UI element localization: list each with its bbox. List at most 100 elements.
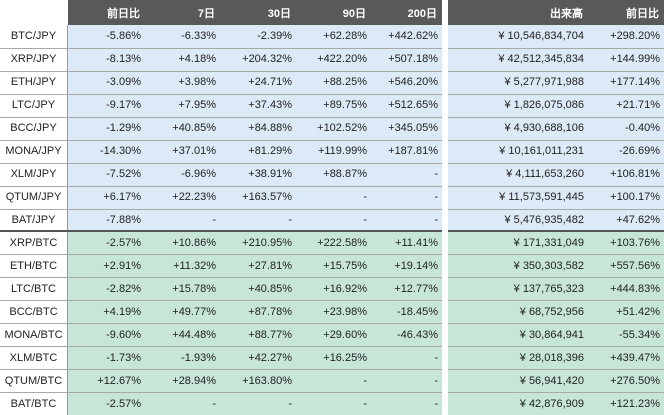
- value-cell: +88.77%: [220, 323, 296, 347]
- value-cell: +15.75%: [296, 254, 371, 278]
- row-border: [0, 139, 664, 141]
- value-cell: +546.20%: [371, 70, 442, 94]
- value-cell: +12.67%: [68, 369, 145, 393]
- value-cell: -14.30%: [68, 139, 145, 163]
- row-border: [0, 323, 664, 325]
- value-cell: +144.99%: [588, 47, 664, 71]
- value-cell: +100.17%: [588, 185, 664, 209]
- column-header: 7日: [145, 0, 220, 25]
- value-cell: -: [296, 208, 371, 232]
- value-cell: ¥ 1,826,075,086: [448, 93, 588, 117]
- value-cell: -: [371, 392, 442, 415]
- value-cell: +15.78%: [145, 277, 220, 301]
- value-cell: -: [220, 208, 296, 232]
- value-cell: +16.92%: [296, 277, 371, 301]
- column-header: 90日: [296, 0, 371, 25]
- value-cell: ¥ 5,277,971,988: [448, 70, 588, 94]
- group-separator: [0, 230, 664, 233]
- column-header: 200日: [371, 0, 442, 25]
- row-border: [0, 254, 664, 256]
- pair-name: XLM/BTC: [0, 346, 68, 370]
- column-header: 前日比: [588, 0, 664, 25]
- value-cell: +276.50%: [588, 369, 664, 393]
- row-border: [0, 162, 664, 164]
- pair-name: QTUM/BTC: [0, 369, 68, 393]
- value-cell: +163.80%: [220, 369, 296, 393]
- value-cell: +37.01%: [145, 139, 220, 163]
- row-border: [0, 346, 664, 348]
- value-cell: +4.18%: [145, 47, 220, 71]
- value-cell: -26.69%: [588, 139, 664, 163]
- row-border: [0, 185, 664, 187]
- value-cell: -: [220, 392, 296, 415]
- pair-name: BAT/BTC: [0, 392, 68, 415]
- value-cell: ¥ 28,018,396: [448, 346, 588, 370]
- value-cell: +345.05%: [371, 116, 442, 140]
- value-cell: +62.28%: [296, 25, 371, 48]
- value-cell: -55.34%: [588, 323, 664, 347]
- value-cell: +11.32%: [145, 254, 220, 278]
- pair-name: MONA/JPY: [0, 139, 68, 163]
- value-cell: ¥ 11,573,591,445: [448, 185, 588, 209]
- value-cell: +444.83%: [588, 277, 664, 301]
- value-cell: +557.56%: [588, 254, 664, 278]
- value-cell: +21.71%: [588, 93, 664, 117]
- value-cell: -: [296, 369, 371, 393]
- value-cell: ¥ 68,752,956: [448, 300, 588, 324]
- value-cell: +102.52%: [296, 116, 371, 140]
- pair-name: BAT/JPY: [0, 208, 68, 232]
- value-cell: -5.86%: [68, 25, 145, 48]
- value-cell: +4.19%: [68, 300, 145, 324]
- value-cell: -6.33%: [145, 25, 220, 48]
- value-cell: +16.25%: [296, 346, 371, 370]
- value-cell: +119.99%: [296, 139, 371, 163]
- value-cell: -1.93%: [145, 346, 220, 370]
- value-cell: -6.96%: [145, 162, 220, 186]
- value-cell: +3.98%: [145, 70, 220, 94]
- value-cell: -7.88%: [68, 208, 145, 232]
- pair-name: ETH/BTC: [0, 254, 68, 278]
- value-cell: -: [371, 185, 442, 209]
- column-gap: [442, 0, 448, 415]
- value-cell: -18.45%: [371, 300, 442, 324]
- row-border: [0, 300, 664, 302]
- value-cell: +512.65%: [371, 93, 442, 117]
- value-cell: +12.77%: [371, 277, 442, 301]
- value-cell: +40.85%: [220, 277, 296, 301]
- value-cell: +87.78%: [220, 300, 296, 324]
- value-cell: -1.29%: [68, 116, 145, 140]
- pair-name: XRP/BTC: [0, 231, 68, 255]
- value-cell: +28.94%: [145, 369, 220, 393]
- value-cell: -7.52%: [68, 162, 145, 186]
- value-cell: -46.43%: [371, 323, 442, 347]
- value-cell: +103.76%: [588, 231, 664, 255]
- value-cell: +88.87%: [296, 162, 371, 186]
- pair-name: MONA/BTC: [0, 323, 68, 347]
- value-cell: +88.25%: [296, 70, 371, 94]
- value-cell: ¥ 171,331,049: [448, 231, 588, 255]
- value-cell: +23.98%: [296, 300, 371, 324]
- row-border: [0, 208, 664, 210]
- pair-name: LTC/BTC: [0, 277, 68, 301]
- value-cell: ¥ 4,111,653,260: [448, 162, 588, 186]
- value-cell: -2.57%: [68, 392, 145, 415]
- value-cell: +187.81%: [371, 139, 442, 163]
- value-cell: -3.09%: [68, 70, 145, 94]
- value-cell: -2.57%: [68, 231, 145, 255]
- value-cell: -: [145, 392, 220, 415]
- value-cell: +11.41%: [371, 231, 442, 255]
- value-cell: -2.39%: [220, 25, 296, 48]
- value-cell: +298.20%: [588, 25, 664, 48]
- value-cell: ¥ 42,876,909: [448, 392, 588, 415]
- row-border: [0, 93, 664, 95]
- value-cell: +121.23%: [588, 392, 664, 415]
- value-cell: ¥ 350,303,582: [448, 254, 588, 278]
- value-cell: +507.18%: [371, 47, 442, 71]
- value-cell: ¥ 56,941,420: [448, 369, 588, 393]
- value-cell: -: [371, 162, 442, 186]
- value-cell: -: [371, 346, 442, 370]
- value-cell: +2.91%: [68, 254, 145, 278]
- value-cell: +38.91%: [220, 162, 296, 186]
- row-border: [0, 277, 664, 279]
